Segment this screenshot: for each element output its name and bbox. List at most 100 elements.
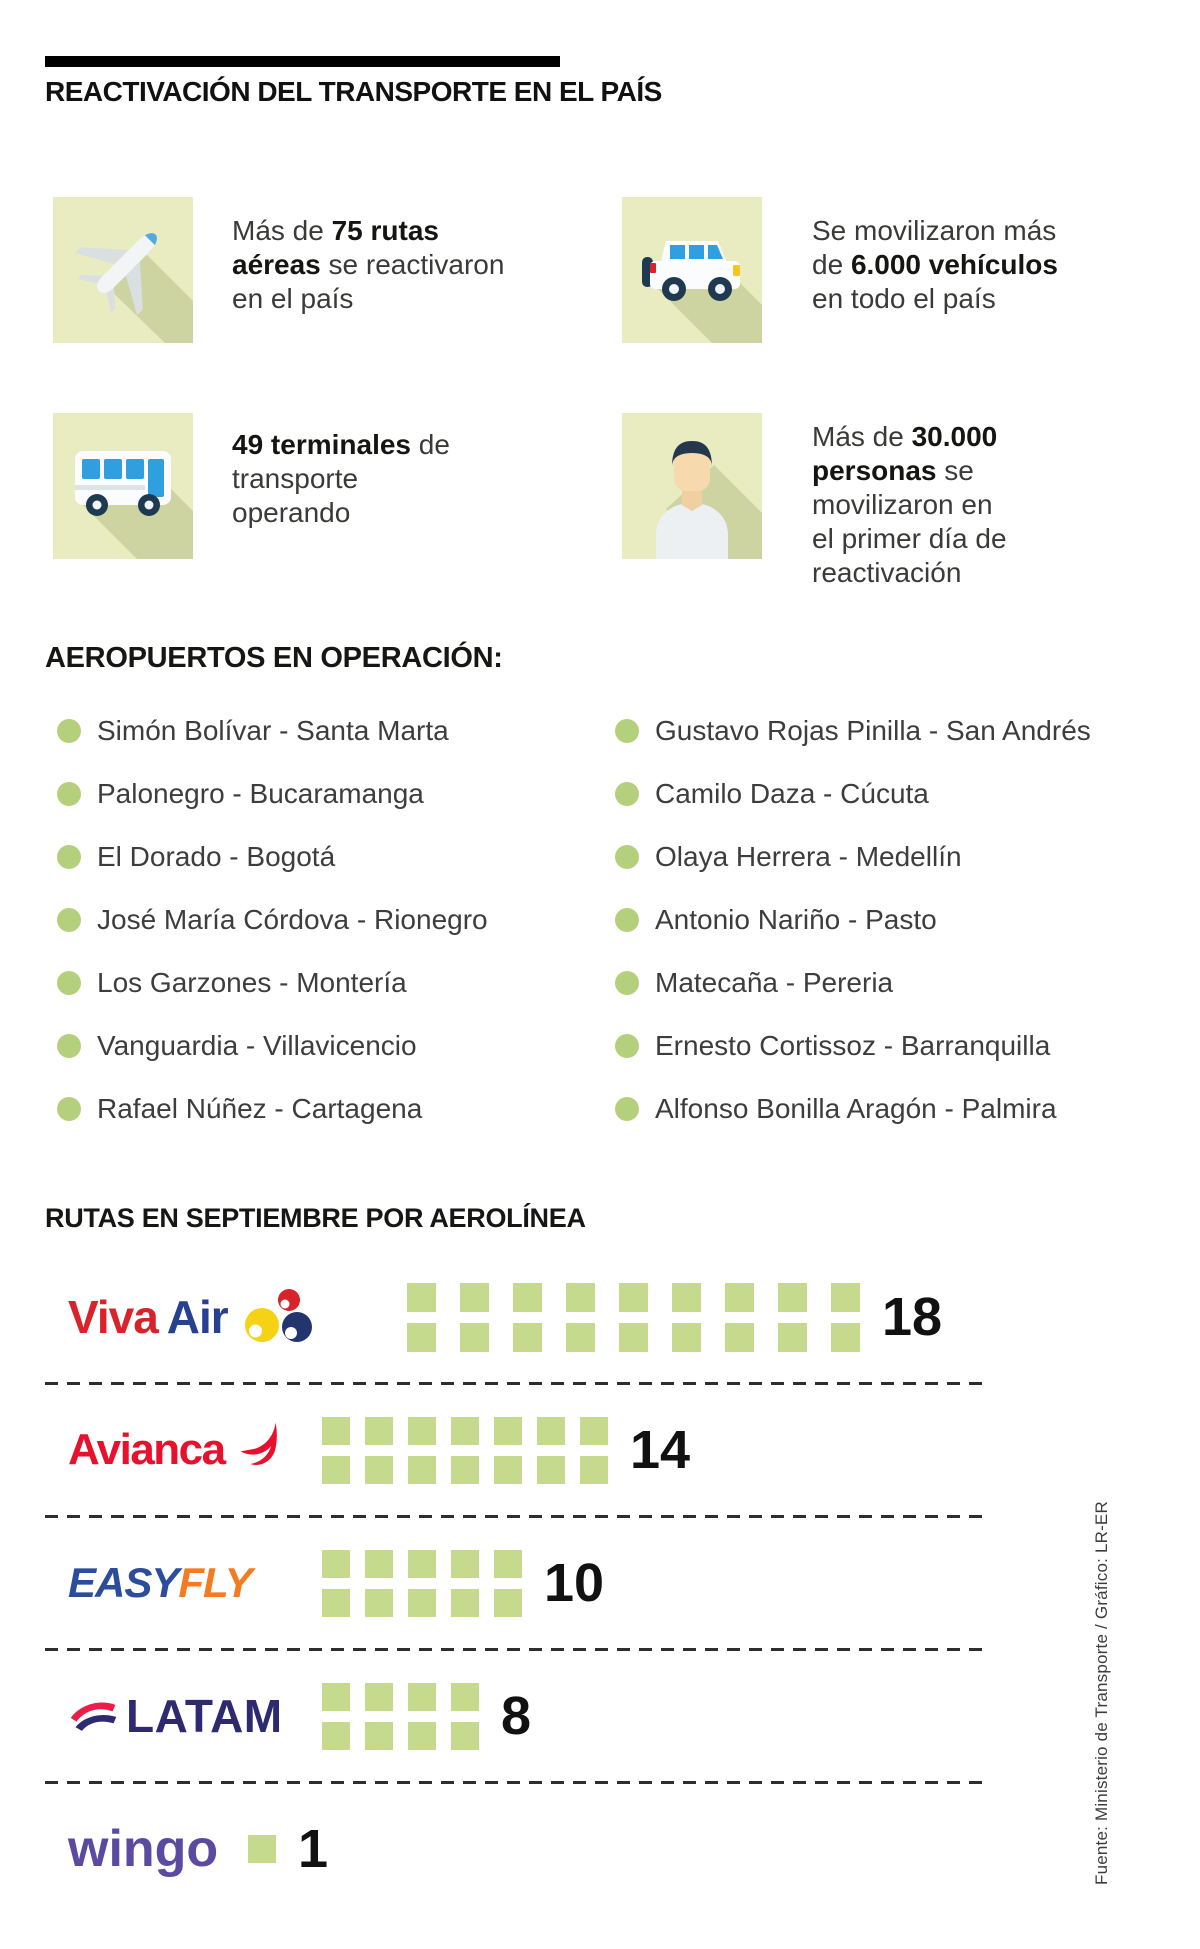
stat-highlight: 49 terminales [232, 429, 411, 460]
stat-vehicles: Se movilizaron más de 6.000 vehículos en… [812, 214, 1072, 316]
route-square [248, 1835, 276, 1863]
airport-list-item: Palonegro - Bucaramanga [57, 779, 507, 842]
route-square [725, 1282, 754, 1312]
route-square [408, 1682, 436, 1711]
route-count: 1 [298, 1819, 329, 1879]
route-square [451, 1588, 479, 1617]
route-squares [248, 1835, 276, 1863]
route-square [619, 1322, 648, 1352]
route-square [408, 1455, 436, 1484]
route-square [513, 1282, 542, 1312]
route-square [537, 1455, 565, 1484]
person-icon [622, 413, 762, 559]
bullet-dot-icon [615, 1034, 639, 1058]
bullet-dot-icon [57, 1097, 81, 1121]
airline-routes-chart: Viva Air 18 Avianca 14 EASY FLY 10 LATAM… [45, 1252, 985, 1914]
route-square [451, 1682, 479, 1711]
easyfly-word-fly: FLY [178, 1559, 252, 1606]
route-squares [322, 1549, 522, 1617]
route-count: 18 [882, 1287, 943, 1347]
vivaair-word-viva: Viva [68, 1291, 159, 1343]
bullet-dot-icon [615, 845, 639, 869]
route-square [408, 1588, 436, 1617]
latam-wordmark: LATAM [126, 1690, 283, 1742]
route-square [451, 1549, 479, 1578]
route-square [365, 1721, 393, 1750]
airport-list-item: Ernesto Cortissoz - Barranquilla [615, 1031, 1155, 1094]
stat-highlight: 6.000 vehículos [850, 249, 1058, 280]
bullet-dot-icon [615, 719, 639, 743]
vivaair-logo: Viva Air [68, 1288, 407, 1346]
title-accent-bar [45, 56, 560, 67]
bullet-dot-icon [57, 782, 81, 806]
route-square [725, 1322, 754, 1352]
route-count: 14 [630, 1420, 691, 1480]
route-square [494, 1455, 522, 1484]
vehicle-icon [622, 197, 762, 343]
airport-list-item: El Dorado - Bogotá [57, 842, 507, 905]
route-square [407, 1322, 436, 1352]
route-square [365, 1682, 393, 1711]
stat-text-segment: se reactivaron en el país [232, 249, 505, 314]
stat-people: Más de 30.000 personas se movilizaron en… [812, 420, 1022, 590]
route-square [580, 1416, 608, 1445]
stat-text-segment: Se movilizaron más de [812, 215, 1057, 280]
airport-name: Antonio Nariño - Pasto [655, 904, 937, 935]
route-square [537, 1416, 565, 1445]
route-square [494, 1588, 522, 1617]
vivaair-word-air: Air [166, 1291, 229, 1343]
bullet-dot-icon [615, 971, 639, 995]
route-square [566, 1322, 595, 1352]
route-square [619, 1282, 648, 1312]
easyfly-word-easy: EASY [68, 1559, 179, 1606]
stat-highlight: 30.000 personas [812, 421, 998, 486]
bullet-dot-icon [57, 719, 81, 743]
route-square [322, 1549, 350, 1578]
airport-list-item: Antonio Nariño - Pasto [615, 905, 1155, 968]
airplane-icon [53, 197, 193, 343]
airport-name: Gustavo Rojas Pinilla - San Andrés [655, 715, 1091, 746]
route-square [365, 1588, 393, 1617]
airports-list-right: Gustavo Rojas Pinilla - San Andrés Camilo… [615, 716, 1155, 1157]
airport-name: El Dorado - Bogotá [97, 841, 336, 872]
stat-air-routes: Más de 75 rutas aéreas se reactivaron en… [232, 214, 524, 316]
airport-list-item: Olaya Herrera - Medellín [615, 842, 1155, 905]
avianca-condor-icon [240, 1422, 277, 1466]
bullet-dot-icon [615, 782, 639, 806]
page-title: REACTIVACIÓN DEL TRANSPORTE EN EL PAÍS [45, 76, 662, 107]
route-square [513, 1322, 542, 1352]
route-square [322, 1588, 350, 1617]
airport-list-item: José María Córdova - Rionegro [57, 905, 507, 968]
avianca-logo: Avianca [68, 1422, 322, 1475]
airport-name: Vanguardia - Villavicencio [97, 1030, 417, 1061]
airport-name: Alfonso Bonilla Aragón - Palmira [655, 1093, 1057, 1124]
route-square [672, 1282, 701, 1312]
stat-text-segment: de transporte operando [232, 429, 450, 528]
vivaair-circles-icon [244, 1289, 312, 1342]
airline-row-easyfly: EASY FLY 10 [45, 1518, 985, 1648]
airport-name: Camilo Daza - Cúcuta [655, 778, 929, 809]
wingo-wordmark: wingo [68, 1820, 219, 1878]
airport-list-item: Gustavo Rojas Pinilla - San Andrés [615, 716, 1155, 779]
dashed-divider [45, 1648, 985, 1651]
airport-name: José María Córdova - Rionegro [97, 904, 488, 935]
bullet-dot-icon [57, 845, 81, 869]
route-square [778, 1282, 807, 1312]
route-square [408, 1416, 436, 1445]
airport-name: Olaya Herrera - Medellín [655, 841, 962, 872]
route-square [408, 1721, 436, 1750]
airport-list-item: Alfonso Bonilla Aragón - Palmira [615, 1094, 1155, 1157]
airport-list-item: Camilo Daza - Cúcuta [615, 779, 1155, 842]
bullet-dot-icon [57, 1034, 81, 1058]
airport-name: Simón Bolívar - Santa Marta [97, 715, 449, 746]
airline-row-latam: LATAM 8 [45, 1651, 985, 1781]
stat-highlight: 75 rutas aéreas [232, 215, 440, 280]
airport-name: Palonegro - Bucaramanga [97, 778, 424, 809]
route-square [365, 1549, 393, 1578]
airline-row-viva-air: Viva Air 18 [45, 1252, 985, 1382]
airport-list-item: Rafael Núñez - Cartagena [57, 1094, 507, 1157]
bullet-dot-icon [615, 908, 639, 932]
route-square [566, 1282, 595, 1312]
stat-text-segment: Más de [232, 215, 332, 246]
